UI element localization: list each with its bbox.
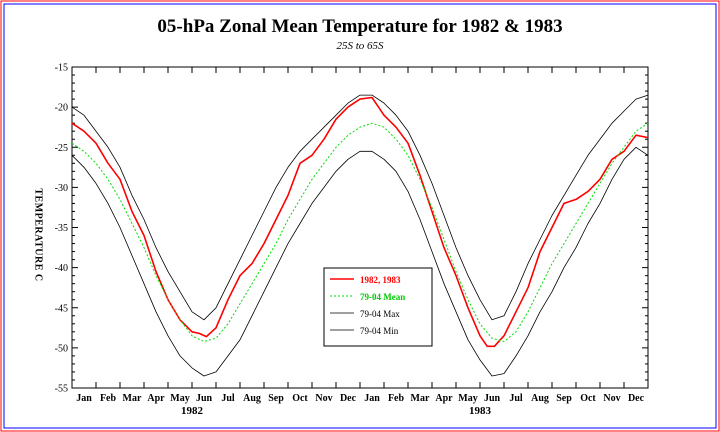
x-tick-label: Dec: [628, 393, 645, 404]
inner-border: [3, 3, 717, 429]
y-axis-label: TEMPERATURE C: [32, 188, 44, 282]
legend-label: 79-04 Mean: [360, 292, 405, 302]
y-tick-label: -55: [55, 384, 68, 395]
x-tick-label: May: [458, 393, 477, 404]
x-tick-label: Jan: [76, 393, 92, 404]
x-tick-label: May: [170, 393, 189, 404]
legend-label: 79-04 Max: [360, 309, 400, 319]
y-tick-label: -35: [55, 223, 68, 234]
chart-subtitle: 25S to 65S: [336, 40, 384, 52]
x-tick-label: Jul: [509, 393, 523, 404]
x-tick-label: Nov: [603, 393, 620, 404]
legend-box: [323, 267, 433, 347]
y-tick-label: -45: [55, 303, 68, 314]
x-tick-label: Sep: [556, 393, 572, 404]
x-tick-label: Aug: [243, 393, 261, 404]
x-tick-label: Sep: [268, 393, 284, 404]
x-tick-label: Nov: [315, 393, 332, 404]
x-tick-label: Aug: [531, 393, 549, 404]
y-tick-label: -50: [55, 343, 68, 354]
x-tick-label: Jun: [484, 393, 501, 404]
x-tick-label: Feb: [388, 393, 405, 404]
chart-title: 05-hPa Zonal Mean Temperature for 1982 &…: [157, 16, 563, 37]
legend: 1982, 1983 79-04 Mean 79-04 Max 79-04 Min: [323, 267, 433, 347]
x-tick-label: Jun: [196, 393, 213, 404]
x-tick-label: Mar: [123, 393, 142, 404]
y-tick-label: -25: [55, 143, 68, 154]
plot-area: -15 -20 -25 -30 -35 -40 -45 -50 -55 Jan Feb Mar Apr M…: [55, 63, 649, 417]
series-line-1: [71, 122, 649, 342]
y-tick-label: -40: [55, 263, 68, 274]
legend-label: 79-04 Min: [360, 326, 399, 336]
x-tick-label: Oct: [292, 393, 308, 404]
x-tick-label: Jul: [221, 393, 235, 404]
y-tick-label: -20: [55, 103, 68, 114]
series-line-2: [71, 94, 649, 321]
x-tick-label: Mar: [411, 393, 430, 404]
x-tick-label: Apr: [435, 393, 453, 404]
x-tick-label: Jan: [364, 393, 380, 404]
x-tick-label: Apr: [147, 393, 165, 404]
y-tick-label: -30: [55, 183, 68, 194]
x-tick-label: Oct: [580, 393, 596, 404]
series-line-3: [71, 146, 649, 377]
year-label: 1982: [181, 405, 204, 417]
x-tick-label: Feb: [100, 393, 117, 404]
legend-label: 1982, 1983: [360, 275, 401, 285]
year-label: 1983: [469, 405, 492, 417]
y-tick-label: -15: [55, 63, 68, 74]
x-tick-label: Dec: [340, 393, 357, 404]
